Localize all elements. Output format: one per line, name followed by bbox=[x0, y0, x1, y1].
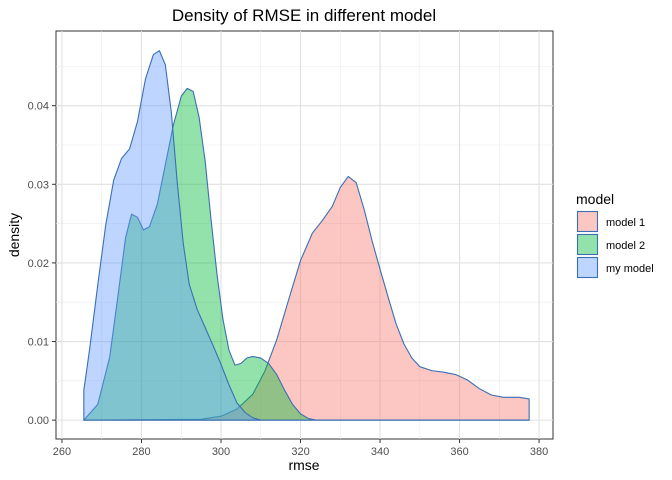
y-tick-label: 0.01 bbox=[28, 337, 49, 349]
legend-key-bg bbox=[577, 211, 598, 232]
y-tick-label: 0.02 bbox=[28, 258, 49, 270]
x-tick-label: 280 bbox=[132, 446, 150, 458]
x-tick-label: 340 bbox=[371, 446, 389, 458]
y-tick-label: 0.00 bbox=[28, 415, 49, 427]
density-areas bbox=[83, 50, 530, 421]
density-area-model-2 bbox=[83, 87, 530, 421]
y-axis: 0.00 0.01 0.02 0.03 0.04 bbox=[28, 101, 56, 427]
legend-key bbox=[576, 233, 599, 256]
y-tick-label: 0.04 bbox=[28, 101, 49, 113]
legend-label: model 2 bbox=[606, 240, 645, 252]
legend-key bbox=[576, 256, 599, 279]
y-axis-title: density bbox=[6, 213, 22, 257]
x-tick-label: 380 bbox=[530, 446, 548, 458]
density-area-model-1 bbox=[83, 175, 530, 421]
density-area-my-model bbox=[83, 50, 530, 421]
y-tick-label: 0.03 bbox=[28, 179, 49, 191]
plot-panel bbox=[55, 30, 554, 440]
legend: model model 1 model 2 my model bbox=[576, 191, 654, 279]
legend-label: my model bbox=[606, 263, 654, 275]
legend-label: model 1 bbox=[606, 217, 645, 229]
x-tick-label: 360 bbox=[450, 446, 468, 458]
legend-key bbox=[576, 210, 599, 233]
legend-key-bg bbox=[577, 234, 598, 255]
legend-key-bg bbox=[577, 257, 598, 278]
x-tick-label: 260 bbox=[53, 446, 71, 458]
x-tick-label: 320 bbox=[291, 446, 309, 458]
chart-title: Density of RMSE in different model bbox=[172, 6, 436, 25]
x-axis-title: rmse bbox=[288, 457, 319, 473]
x-tick-label: 300 bbox=[212, 446, 230, 458]
legend-title: model bbox=[576, 191, 614, 207]
x-axis: 260 280 300 320 340 360 380 bbox=[53, 439, 548, 458]
